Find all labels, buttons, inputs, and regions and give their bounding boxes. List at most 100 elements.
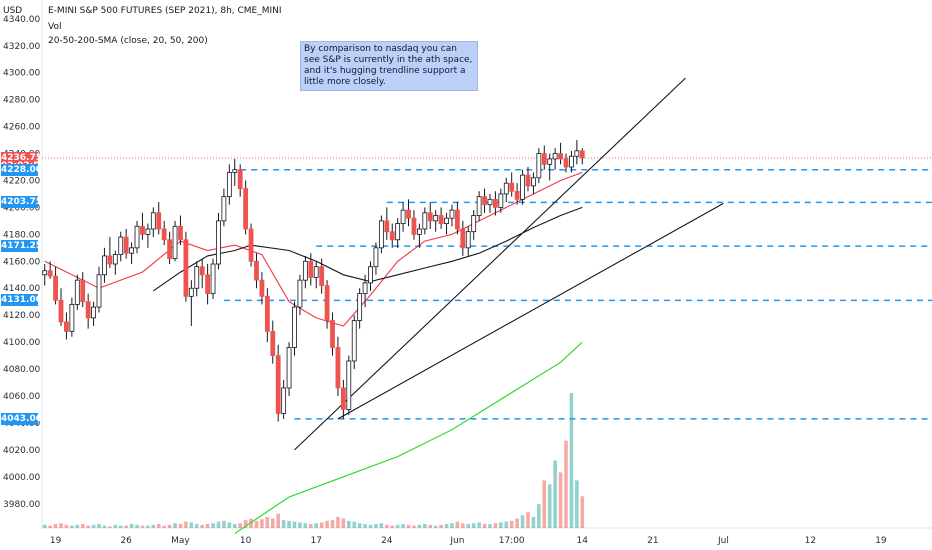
volume-bar [499,522,503,528]
volume-bar [303,523,308,528]
volume-bar [509,520,514,528]
currency-label: USD [3,6,23,16]
candle-body [102,255,107,276]
volume-bar [406,524,411,528]
volume-bar [270,518,275,528]
candle-body [297,279,303,308]
volume-bar [254,520,259,528]
y-tick-label: 4160.00 [3,257,40,267]
candle-body [259,279,265,297]
x-tick-label: 19 [875,536,887,546]
candle-body [313,266,319,278]
candle-body [145,228,151,235]
volume-bar [260,519,264,528]
x-tick-label: 17:00 [499,536,525,546]
volume-bar [395,524,400,528]
volume-bar [504,521,509,528]
candle-body [292,306,297,348]
candle-body [264,295,270,332]
volume-bar [222,520,226,528]
candle-body [498,193,504,208]
volume-bar [537,504,541,528]
candle-body [574,150,580,157]
volume-bar [97,524,101,528]
candle-body [254,260,259,281]
volume-bar [140,525,145,528]
volume-bar [151,524,156,528]
volume-bar [216,521,221,528]
candle-body [558,153,563,160]
volume-bar [292,521,297,528]
y-tick-label: 4000.00 [3,473,40,483]
volume-bar [146,525,150,528]
volume-bar [298,522,302,528]
candle-body [460,228,466,249]
candle-body [438,215,444,224]
volume-bar [243,520,248,528]
candle-body [330,320,335,348]
candle-body [74,279,80,305]
x-tick-label: 21 [647,536,658,546]
trendline [337,202,724,420]
volume-bar [433,525,438,528]
volume-bar [75,524,80,528]
candle-body [286,347,292,389]
volume-bar [553,460,557,528]
volume-bar [428,524,433,528]
volume-bar [439,524,443,528]
volume-bar [325,520,329,528]
candle-body [422,212,428,230]
volume-bar [341,518,346,528]
candle-body [150,212,156,230]
volume-bar [542,480,547,528]
volume-bar [276,513,281,528]
volume-bar [118,525,123,528]
candle-body [427,212,433,222]
volume-bar [102,525,107,528]
symbol-title: E-MINI S&P 500 FUTURES (SEP 2021), 8h, C… [48,6,282,16]
volume-bar [417,524,422,528]
candle-body [161,228,167,241]
candle-body [547,158,553,165]
volume-bar [70,525,74,528]
annotation-note[interactable]: By comparison to nasdaq you can see S&P … [300,41,478,91]
candle-body [482,196,487,206]
candle-body [319,266,325,286]
x-tick-label: 14 [577,536,589,546]
candle-body [85,301,91,319]
y-tick-label: 4060.00 [3,392,40,402]
volume-bar [385,524,389,528]
candle-body [140,225,145,235]
volume-bar [531,516,536,528]
candle-body [96,274,102,308]
y-tick-label: 4120.00 [3,311,40,321]
volume-bar [423,524,427,528]
volume-bar [80,524,85,528]
candle-body [194,266,200,289]
candle-body [237,169,243,189]
candle-body [416,228,422,235]
candle-body [42,270,48,276]
volume-bar [308,524,313,528]
volume-bar [379,523,384,528]
candle-body [340,387,346,410]
candle-body [232,169,238,173]
volume-bar [178,524,183,528]
candle-body [487,198,493,206]
volume-bar [232,524,237,528]
volume-bar [48,525,52,528]
volume-bar [569,393,574,528]
candle-body [270,330,276,356]
y-tick-label: 4320.00 [3,42,40,52]
y-tick-label: 4300.00 [3,69,40,79]
y-tick-label: 4220.00 [3,176,40,186]
volume-bar [156,524,161,528]
candle-body [324,285,330,321]
candle-body [541,153,547,165]
price-badge: 4171.25 [1,240,42,253]
candle-body [47,270,53,277]
candle-body [433,215,439,222]
volume-bar [314,523,319,528]
